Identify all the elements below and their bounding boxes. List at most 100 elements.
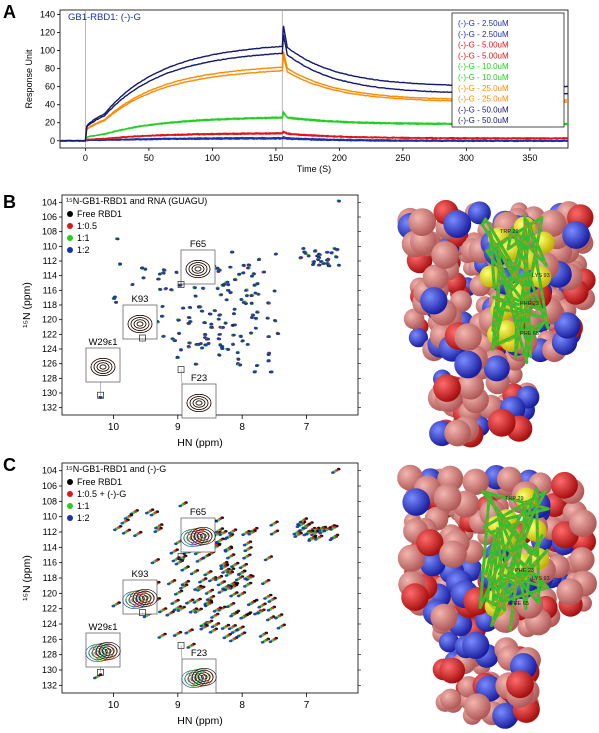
x-tick-label: 9 [175, 422, 181, 433]
x-tick-label: 7 [304, 700, 310, 711]
spectrum-peak [223, 549, 228, 552]
y-tick-label: 20 [45, 118, 55, 128]
spectrum-peak [160, 305, 165, 308]
atom-sphere [554, 312, 581, 339]
spectrum-peak [120, 522, 124, 525]
spectrum-peak [327, 264, 332, 267]
spectrum-peak [226, 556, 230, 560]
spectrum-peak [253, 612, 257, 616]
spectrum-peak [256, 611, 260, 615]
nmr-spectrum-compound: 10 9 8 7 104 106 108 110 112 114 116 118 120 122 124 12… [21, 462, 361, 727]
spectrum-peak [246, 603, 251, 606]
protein-structure-rna: TRP 29 LYS 93 PHE 23 PHE 65 [397, 199, 596, 448]
spectrum-peak [175, 356, 180, 359]
residue-label: PHE 23 [520, 301, 539, 307]
y-axis-title: ¹⁵N (ppm) [21, 282, 33, 328]
spectrum-peak [171, 559, 176, 563]
legend-marker [67, 491, 73, 497]
spectrum-peak [243, 585, 247, 588]
atom-sphere [440, 688, 462, 710]
inset-contour [192, 398, 206, 408]
spectrum-peak [301, 247, 306, 250]
spectrum-peak [244, 289, 248, 292]
atom-sphere [506, 670, 534, 699]
residue-label: TRP 29 [500, 229, 519, 235]
spectrum-peak [235, 351, 240, 355]
spectrum-peak [266, 301, 270, 304]
spectrum-peak [253, 291, 258, 295]
ligand-bonds [479, 489, 549, 630]
legend-entry: (-)-G - 2.50uM [458, 30, 509, 39]
spectrum-peak [159, 314, 164, 318]
spectrum-peak [245, 294, 249, 298]
spectrum-peak [331, 471, 335, 474]
spectrum-peak [246, 266, 250, 270]
spectrum-peak [174, 562, 179, 566]
y-tick-label: 128 [42, 650, 57, 660]
inset-contour [101, 649, 109, 655]
spectrum-peak [313, 249, 317, 253]
spectrum-peak [236, 594, 241, 598]
spectrum-peak [329, 251, 334, 255]
atom-sphere [483, 355, 510, 382]
spectrum-peak [172, 634, 177, 637]
spectrum-peak [198, 342, 203, 346]
y-tick-label: 126 [42, 359, 57, 369]
spectrum-peak [93, 676, 97, 680]
spectrum-peak [218, 533, 222, 537]
spectrum-peak [224, 574, 229, 577]
y-tick-label: 40 [45, 100, 55, 110]
legend-label: 1:1 [77, 233, 90, 243]
atom-sphere [462, 631, 490, 659]
atom-sphere [401, 583, 429, 611]
spectrum-peak [220, 627, 225, 630]
spectrum-peak [226, 283, 231, 287]
atom-sphere [443, 210, 472, 238]
spectrum-peak [267, 600, 272, 603]
spectrum-peak [317, 263, 322, 267]
inset-contour [199, 533, 207, 539]
legend-entry: (-)-G - 50.0uM [458, 105, 509, 114]
spectrum-peak [200, 346, 205, 350]
spectrum-peak [317, 529, 322, 532]
spectrum-peak [329, 537, 334, 540]
legend-marker [67, 503, 73, 509]
peak-marker [177, 281, 185, 288]
spectrum-peak [225, 280, 230, 284]
spectrum-peak [216, 583, 221, 587]
spectrum-peak [237, 272, 241, 276]
series-line-4 [60, 131, 569, 142]
spectrum-peak [238, 566, 243, 570]
spectrum-peak [253, 326, 258, 330]
spectrum-peak [221, 326, 226, 329]
spectrum-peak [322, 262, 326, 265]
spectrum-peak [333, 247, 337, 251]
spectrum-peak [115, 237, 120, 241]
atom-sphere [562, 221, 590, 249]
residue-label: LYS 93 [532, 576, 550, 582]
y-tick-label: 110 [43, 241, 57, 251]
atom-sphere [454, 350, 482, 379]
inset-contour [104, 648, 112, 654]
spectrum-peak [121, 532, 126, 535]
spectrum-peak [311, 263, 315, 266]
y-tick-label: 132 [42, 403, 57, 413]
spectrum-peak [304, 532, 309, 536]
spectrum-peak [217, 353, 221, 357]
spectrum-peak [193, 611, 198, 614]
spectrum-peak [203, 343, 208, 347]
spectrum-peak [114, 301, 118, 304]
x-tick-label: 250 [395, 153, 410, 163]
ligand-bonds [481, 215, 549, 363]
spectrum-peak [193, 286, 197, 289]
spectrum-peak [261, 582, 265, 585]
y-tick-label: 124 [42, 344, 57, 354]
y-tick-label: 128 [42, 373, 57, 383]
spectrum-peak [251, 313, 256, 317]
spectrum-peak [215, 287, 220, 291]
spectrum-peak [173, 593, 178, 596]
spectrum-peak [165, 613, 169, 617]
protein-structure-compound: TRP 29 PHE 23 LYS 93 PHE 65 [397, 464, 597, 729]
highlight-sphere [479, 265, 502, 288]
x-axis-title: Time (S) [297, 164, 331, 174]
